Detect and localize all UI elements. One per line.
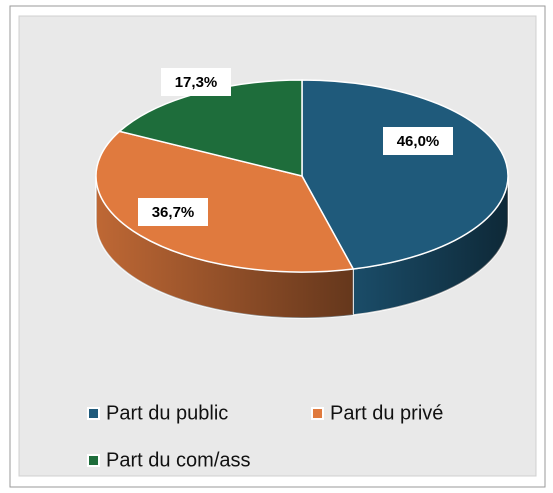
label-box bbox=[383, 127, 453, 155]
slice-shade bbox=[96, 176, 354, 318]
slice-shade bbox=[353, 176, 509, 315]
legend-swatch bbox=[87, 454, 100, 467]
legend-swatch bbox=[311, 407, 324, 420]
data-label: 36,7% bbox=[152, 204, 195, 221]
label-box bbox=[138, 198, 208, 226]
legend-label: Part du public bbox=[106, 402, 228, 424]
slice bbox=[95, 130, 355, 273]
label-box bbox=[161, 68, 231, 96]
legend-swatch bbox=[87, 407, 100, 420]
data-label: 17,3% bbox=[175, 74, 218, 91]
legend-label: Part du com/ass bbox=[106, 449, 251, 471]
slice bbox=[301, 79, 509, 270]
legend-label: Part du privé bbox=[330, 402, 443, 424]
data-label: 46,0% bbox=[397, 133, 440, 150]
